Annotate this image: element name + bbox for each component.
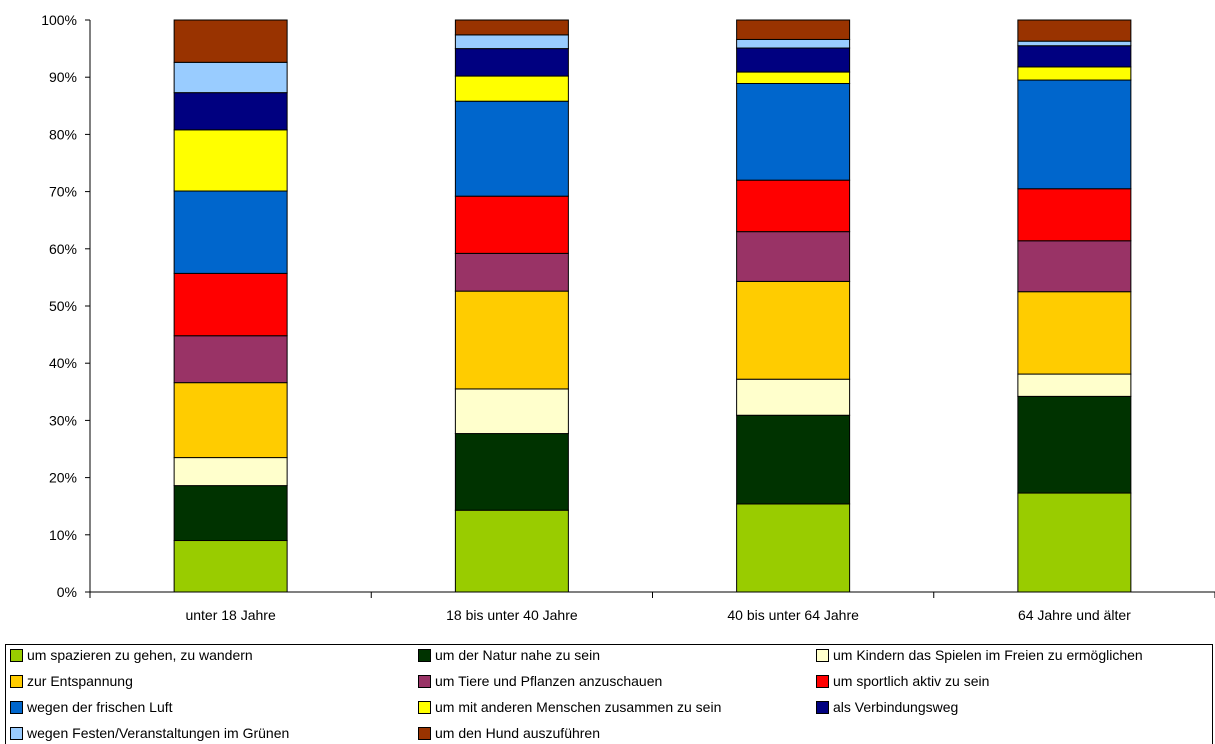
bar-segment (173, 129, 288, 192)
x-axis: unter 18 Jahre 18 bis unter 40 Jahre 40 bi… (89, 591, 1215, 623)
stacked-bar-chart: 0% 10% 20% 30% 40% 50% 60% 70% 80% 90% 100% unter … (41, 12, 1215, 623)
legend-swatch (418, 674, 431, 688)
x-tick-label: 64 Jahre und älter (1018, 607, 1131, 623)
x-tick-label: 40 bis unter 64 Jahre (727, 607, 859, 623)
bar-segment (454, 48, 569, 77)
legend-item: um der Natur nahe zu sein (418, 647, 600, 663)
legend-item: wegen Festen/Veranstaltungen im Grünen (10, 725, 289, 741)
legend-label: um spazieren zu gehen, zu wandern (27, 647, 253, 663)
bar-segment (1017, 291, 1132, 375)
bar-segment (736, 19, 851, 40)
bar-segment (1017, 492, 1132, 593)
bar-segment (454, 509, 569, 593)
legend-item: um mit anderen Menschen zusammen zu sein (418, 699, 721, 715)
bar-segment (173, 61, 288, 94)
legend-label: um sportlich aktiv zu sein (833, 673, 990, 689)
y-tick-label: 100% (41, 12, 77, 28)
legend-item: zur Entspannung (10, 673, 133, 689)
legend-label: um mit anderen Menschen zusammen zu sein (435, 699, 722, 715)
bar-segment (1017, 240, 1132, 293)
legend-label: um den Hund auszuführen (435, 725, 600, 741)
legend-item: um Tiere und Pflanzen anzuschauen (418, 673, 662, 689)
legend-item: um den Hund auszuführen (418, 725, 600, 741)
bar-segment (173, 485, 288, 542)
y-tick-label: 40% (49, 355, 77, 371)
legend-label: zur Entspannung (27, 673, 133, 689)
y-tick-label: 30% (49, 412, 77, 428)
y-tick-label: 60% (49, 241, 77, 257)
y-axis: 0% 10% 20% 30% 40% 50% 60% 70% 80% 90% 100% (41, 12, 91, 600)
legend-label: um Tiere und Pflanzen anzuschauen (435, 673, 663, 689)
bar-segment (736, 231, 851, 282)
bar-segment (173, 457, 288, 487)
bar-segment (736, 179, 851, 233)
bar-segment (454, 19, 569, 36)
bar-segment (1017, 19, 1132, 42)
bar-segment (736, 71, 851, 84)
bar-segment (736, 378, 851, 416)
y-tick-label: 50% (49, 298, 77, 314)
x-tick-label: 18 bis unter 40 Jahre (446, 607, 578, 623)
legend-item: um spazieren zu gehen, zu wandern (10, 647, 253, 663)
y-tick-label: 20% (49, 470, 77, 486)
bar-segment (736, 280, 851, 380)
bar-segment (454, 290, 569, 390)
bar-segment (1017, 66, 1132, 81)
legend-label: wegen Festen/Veranstaltungen im Grünen (27, 725, 290, 741)
legend-swatch (10, 700, 23, 714)
bars (173, 19, 1132, 593)
legend-swatch (418, 648, 431, 662)
bar-segment (454, 195, 569, 254)
bar-segment (1017, 40, 1132, 47)
bar-segment (1017, 79, 1132, 190)
bar-segment (454, 100, 569, 197)
legend-item: wegen der frischen Luft (10, 699, 173, 715)
bar-segment (173, 190, 288, 274)
legend-swatch (10, 674, 23, 688)
bar-segment (173, 92, 288, 131)
legend-swatch (816, 674, 829, 688)
bar-segment (454, 388, 569, 435)
y-tick-label: 90% (49, 69, 77, 85)
legend-item: um Kindern das Spielen im Freien zu ermö… (816, 647, 1143, 663)
bar-segment (736, 414, 851, 505)
legend-label: wegen der frischen Luft (27, 699, 173, 715)
legend-swatch (816, 648, 829, 662)
legend-swatch (816, 700, 829, 714)
bar-segment (1017, 45, 1132, 68)
bar-segment (1017, 395, 1132, 494)
legend-label: um der Natur nahe zu sein (435, 647, 600, 663)
bar-segment (173, 540, 288, 593)
y-tick-label: 70% (49, 184, 77, 200)
bar-segment (173, 19, 288, 63)
y-tick-label: 80% (49, 126, 77, 142)
legend-item: als Verbindungsweg (816, 699, 958, 715)
bar-segment (736, 47, 851, 73)
legend-swatch (418, 700, 431, 714)
legend-swatch (10, 648, 23, 662)
bar-segment (454, 252, 569, 292)
legend-item: um sportlich aktiv zu sein (816, 673, 989, 689)
legend-label: als Verbindungsweg (833, 699, 959, 715)
bar-segment (454, 34, 569, 50)
bar-segment (1017, 188, 1132, 242)
bar-segment (736, 503, 851, 593)
legend-label: um Kindern das Spielen im Freien zu ermö… (833, 647, 1143, 663)
x-tick-label: unter 18 Jahre (185, 607, 275, 623)
bar-segment (173, 382, 288, 459)
bar-segment (454, 75, 569, 102)
bar-segment (173, 335, 288, 384)
y-tick-label: 0% (57, 584, 77, 600)
bar-segment (173, 272, 288, 337)
y-tick-label: 10% (49, 527, 77, 543)
bar-segment (454, 433, 569, 511)
bar-segment (736, 38, 851, 49)
bar-segment (1017, 373, 1132, 397)
legend: um spazieren zu gehen, zu wandern um der … (5, 644, 1213, 744)
bar-segment (736, 82, 851, 181)
